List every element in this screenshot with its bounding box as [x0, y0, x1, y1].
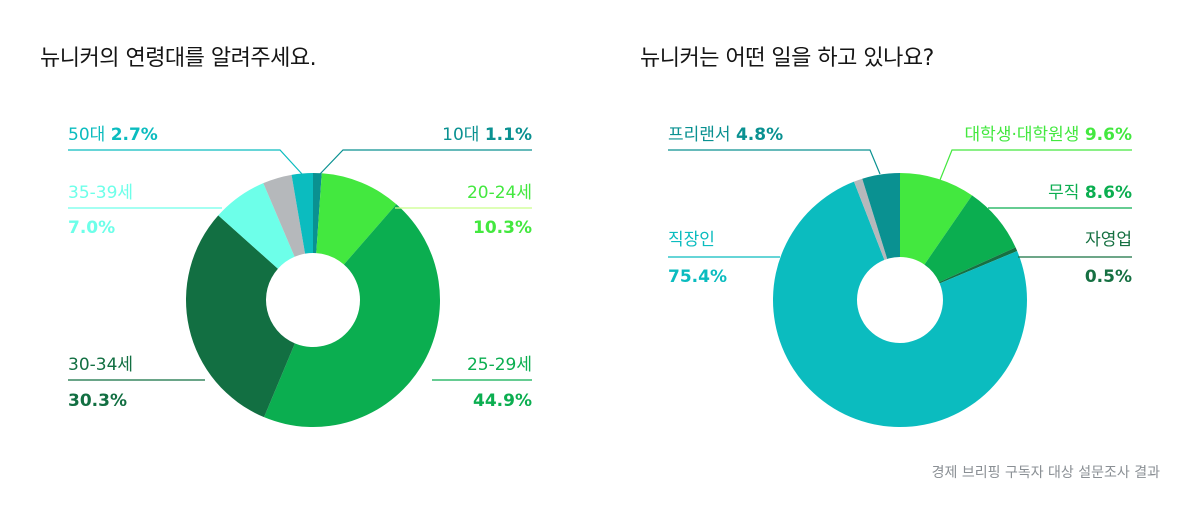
label-10s: 10대 1.1% — [442, 125, 532, 145]
age-donut — [185, 173, 441, 428]
label-student: 대학생·대학원생 9.6% — [964, 125, 1132, 145]
value-25-29: 44.9% — [473, 391, 532, 411]
leader-50s — [68, 149, 303, 175]
label-50s: 50대 2.7% — [68, 125, 158, 145]
value-20-24: 10.3% — [473, 218, 532, 238]
donut-slice-직장인 — [772, 181, 1027, 427]
label-35-39: 35-39세 — [68, 183, 134, 203]
chart-title-age: 뉴니커의 연령대를 알려주세요. — [40, 46, 317, 71]
chart-title-job: 뉴니커는 어떤 일을 하고 있나요? — [640, 46, 934, 71]
footer-source: 경제 브리핑 구독자 대상 설문조사 결과 — [931, 465, 1160, 481]
donut-slice-20-24세 — [316, 173, 397, 265]
donut-slice-자영업 — [939, 247, 1018, 284]
label-employee: 직장인 — [668, 230, 715, 250]
job-donut — [772, 173, 1027, 427]
donut-slice-프리랜서 — [862, 173, 900, 259]
label-selfemployed: 자영업 — [1085, 230, 1132, 250]
donut-slice-대학생·대학원생 — [900, 173, 973, 265]
donut-slice-35-39세 — [218, 183, 295, 269]
donut-slice-10대 — [313, 173, 322, 254]
donut-slice-무직 — [924, 195, 1016, 283]
leader-student — [939, 149, 1132, 181]
label-unemployed: 무직 8.6% — [1048, 183, 1132, 203]
leader-lines — [68, 149, 1132, 381]
donut-slice-other — [263, 174, 306, 257]
value-employee: 75.4% — [668, 267, 727, 287]
donut-slice-other — [853, 178, 888, 260]
value-30-34: 30.3% — [68, 391, 127, 411]
leader-10s — [319, 149, 532, 175]
donut-slice-30-34세 — [185, 215, 295, 418]
leader-freelancer — [668, 149, 881, 175]
donut-slice-50대 — [291, 173, 313, 254]
donut-slice-25-29세 — [264, 204, 441, 428]
label-25-29: 25-29세 — [466, 355, 532, 375]
value-35-39: 7.0% — [68, 218, 116, 238]
label-freelancer: 프리랜서 4.8% — [668, 125, 784, 145]
label-20-24: 20-24세 — [466, 183, 532, 203]
label-30-34: 30-34세 — [68, 355, 134, 375]
value-selfemployed: 0.5% — [1084, 267, 1132, 287]
